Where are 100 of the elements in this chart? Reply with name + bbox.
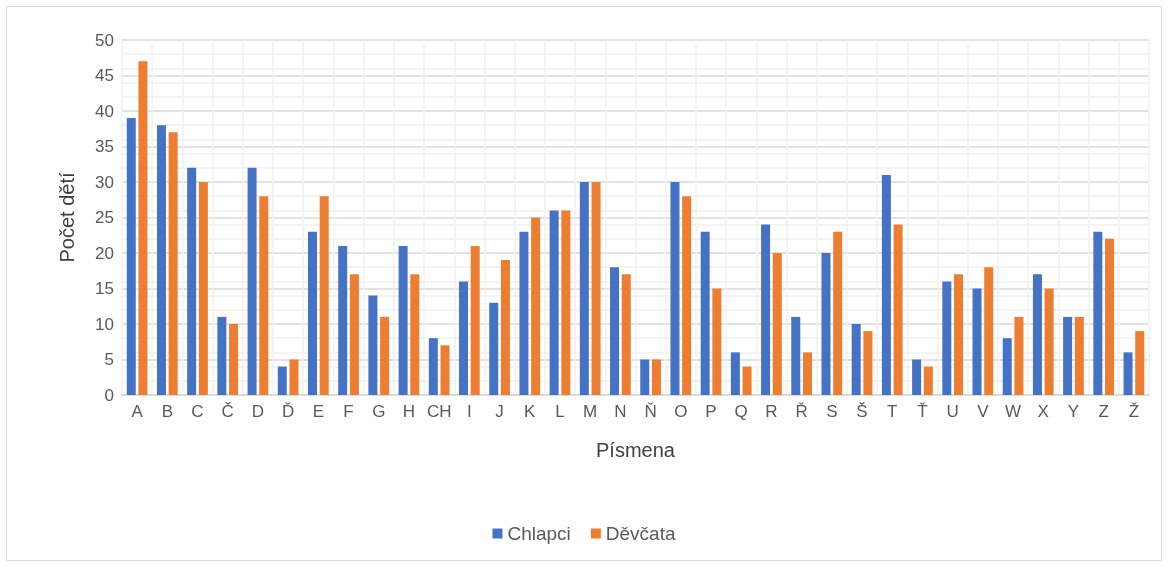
- x-axis-title: Písmena: [596, 439, 676, 461]
- bar: [1123, 352, 1133, 395]
- bar: [1014, 316, 1024, 395]
- bar: [923, 366, 933, 395]
- x-tick-label: C: [191, 402, 204, 421]
- bar: [368, 295, 378, 395]
- y-tick-label: 40: [95, 101, 114, 121]
- bar: [229, 324, 239, 395]
- x-tick-label: CH: [426, 402, 452, 421]
- x-tick-label: A: [131, 402, 144, 421]
- y-tick-label: 25: [95, 208, 114, 227]
- x-tick-label: Z: [1098, 402, 1109, 421]
- bar: [549, 210, 559, 395]
- bar: [881, 174, 891, 395]
- x-tick-label: G: [372, 402, 386, 421]
- bar: [307, 231, 317, 395]
- bar: [470, 245, 480, 395]
- x-tick-label: X: [1037, 402, 1049, 421]
- bar: [1093, 231, 1103, 395]
- x-tick-label: S: [826, 402, 838, 421]
- bar: [972, 288, 982, 395]
- bar: [1063, 316, 1073, 395]
- bar: [338, 245, 348, 395]
- bar: [561, 210, 571, 395]
- bar: [217, 316, 227, 395]
- bar: [802, 352, 812, 395]
- bar: [398, 245, 408, 395]
- bar: [821, 253, 831, 395]
- bar: [247, 167, 257, 395]
- bar: [670, 182, 680, 395]
- bar: [942, 281, 952, 395]
- x-tick-label: O: [674, 402, 688, 421]
- bar: [730, 352, 740, 395]
- x-tick-label: B: [161, 402, 173, 421]
- y-tick-label: 30: [95, 172, 114, 192]
- bar: [640, 359, 650, 395]
- bar: [610, 267, 620, 395]
- bar: [1002, 338, 1012, 395]
- bar: [319, 196, 329, 395]
- bar: [410, 274, 420, 395]
- bar: [428, 338, 438, 395]
- bar: [168, 132, 178, 395]
- y-tick-label: 20: [95, 243, 114, 263]
- bar: [984, 267, 994, 395]
- x-tick-label: N: [614, 402, 627, 421]
- bar: [833, 231, 843, 395]
- x-tick-label: I: [467, 402, 472, 421]
- bar: [851, 324, 861, 395]
- bar: [742, 366, 752, 395]
- x-tick-label: R: [765, 402, 778, 421]
- y-tick-label: 15: [95, 279, 114, 298]
- bar: [459, 281, 469, 395]
- y-tick-label: 5: [104, 350, 114, 369]
- bar: [531, 217, 541, 395]
- x-tick-label: H: [402, 402, 416, 421]
- bar: [1044, 288, 1054, 395]
- bar: [651, 359, 661, 395]
- bar: [682, 196, 692, 395]
- bar: [349, 274, 359, 395]
- bar: [863, 331, 873, 395]
- x-tick-label: Ž: [1128, 402, 1140, 421]
- bar: [500, 260, 510, 395]
- x-tick-label: P: [705, 402, 717, 421]
- bar: [1135, 331, 1145, 395]
- bar: [519, 231, 529, 395]
- bar: [954, 274, 964, 395]
- x-tick-label: F: [343, 402, 354, 421]
- bar: [1105, 238, 1115, 395]
- x-tick-label: E: [312, 402, 325, 421]
- x-tick-label: Y: [1067, 402, 1080, 421]
- bar: [380, 316, 390, 395]
- bar: [893, 224, 903, 395]
- bar: [591, 182, 601, 395]
- bar: [489, 302, 499, 395]
- legend-label: Chlapci: [507, 523, 571, 544]
- x-tick-label: Š: [856, 402, 868, 421]
- y-axis-title: Počet dětí: [56, 172, 78, 263]
- bar: [791, 316, 801, 395]
- bar: [138, 61, 148, 395]
- x-tick-label: Ř: [795, 402, 808, 421]
- x-tick-label: Q: [734, 402, 748, 421]
- bar: [198, 182, 208, 395]
- y-tick-label: 0: [104, 385, 114, 405]
- x-tick-label: Ť: [917, 402, 928, 421]
- bar: [579, 182, 589, 395]
- x-tick-label: L: [555, 402, 565, 421]
- x-tick-label: Ď: [281, 402, 295, 421]
- x-tick-label: M: [583, 402, 598, 421]
- bar: [156, 125, 166, 395]
- y-tick-label: 35: [95, 137, 114, 156]
- bar: [1074, 316, 1084, 395]
- bar: [187, 167, 197, 395]
- bar: [1032, 274, 1042, 395]
- x-tick-label: V: [977, 402, 990, 421]
- bar: [440, 345, 450, 395]
- x-tick-label: J: [495, 402, 504, 421]
- bar: [277, 366, 287, 395]
- y-tick-label: 10: [95, 314, 114, 334]
- bar: [772, 253, 782, 395]
- x-tick-label: U: [946, 402, 959, 421]
